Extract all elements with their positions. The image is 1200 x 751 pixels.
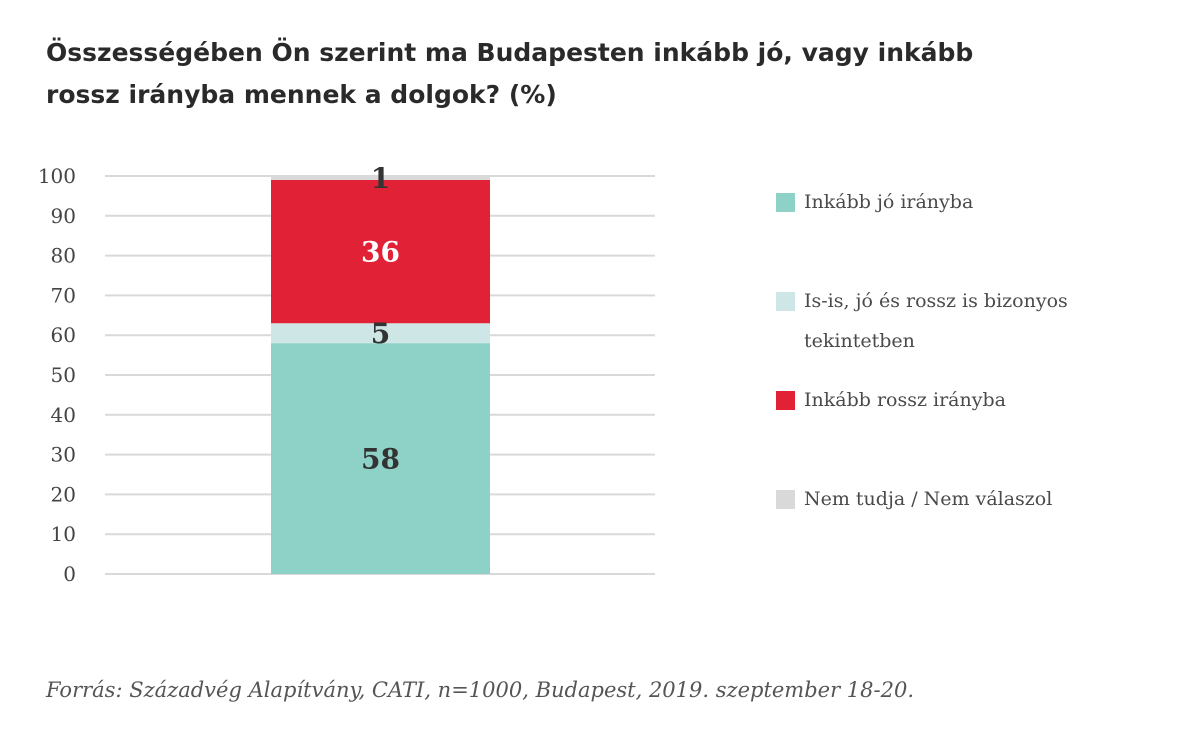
data-label-good: 58	[361, 443, 400, 476]
source-note: Forrás: Századvég Alapítvány, CATI, n=10…	[46, 678, 915, 702]
y-tick-label-10: 10	[51, 522, 76, 546]
legend-label-mixed: Is-is, jó és rossz is bizonyos tekintetb…	[804, 290, 1068, 352]
legend-item-bad: Inkább rossz irányba	[776, 380, 1144, 420]
chart-title-line-1: Összességében Ön szerint ma Budapesten i…	[46, 38, 974, 67]
bar-segment-bad	[271, 179, 490, 324]
stacked-bar-chart: 0 10 20 30 40 50 60 70 80 90 100 58 5 36 1	[38, 162, 655, 586]
data-label-bad: 36	[361, 236, 400, 269]
legend-swatch-good	[776, 193, 795, 212]
legend-label-no-answer: Nem tudja / Nem válaszol	[804, 488, 1053, 510]
y-tick-label-30: 30	[51, 443, 76, 467]
y-tick-label-20: 20	[51, 482, 76, 506]
bar-segment-mixed	[271, 323, 490, 344]
data-label-mixed: 5	[371, 317, 390, 350]
legend-item-good: Inkább jó irányba	[776, 182, 1144, 222]
bar-segment-no-answer	[271, 176, 490, 180]
y-tick-label-100: 100	[38, 164, 76, 188]
legend-item-mixed: Is-is, jó és rossz is bizonyos tekintetb…	[776, 281, 1144, 361]
y-tick-label-60: 60	[51, 323, 76, 347]
legend-swatch-no-answer	[776, 490, 795, 509]
y-tick-label-40: 40	[51, 403, 76, 427]
chart-title: Összességében Ön szerint ma Budapesten i…	[46, 32, 1006, 116]
chart-title-line-2: rossz irányba mennek a dolgok? (%)	[46, 80, 557, 109]
y-tick-label-70: 70	[51, 283, 76, 307]
legend-item-no-answer: Nem tudja / Nem válaszol	[776, 479, 1144, 519]
legend-label-bad: Inkább rossz irányba	[804, 389, 1006, 411]
data-label-no-answer: 1	[371, 162, 390, 195]
y-tick-label-90: 90	[51, 204, 76, 228]
legend-label-good: Inkább jó irányba	[804, 191, 974, 213]
legend-swatch-mixed	[776, 292, 795, 311]
legend-swatch-bad	[776, 391, 795, 410]
bar-segment-good	[271, 343, 490, 574]
y-tick-label-80: 80	[51, 244, 76, 268]
y-tick-label-50: 50	[51, 363, 76, 387]
y-tick-label-0: 0	[63, 562, 76, 586]
